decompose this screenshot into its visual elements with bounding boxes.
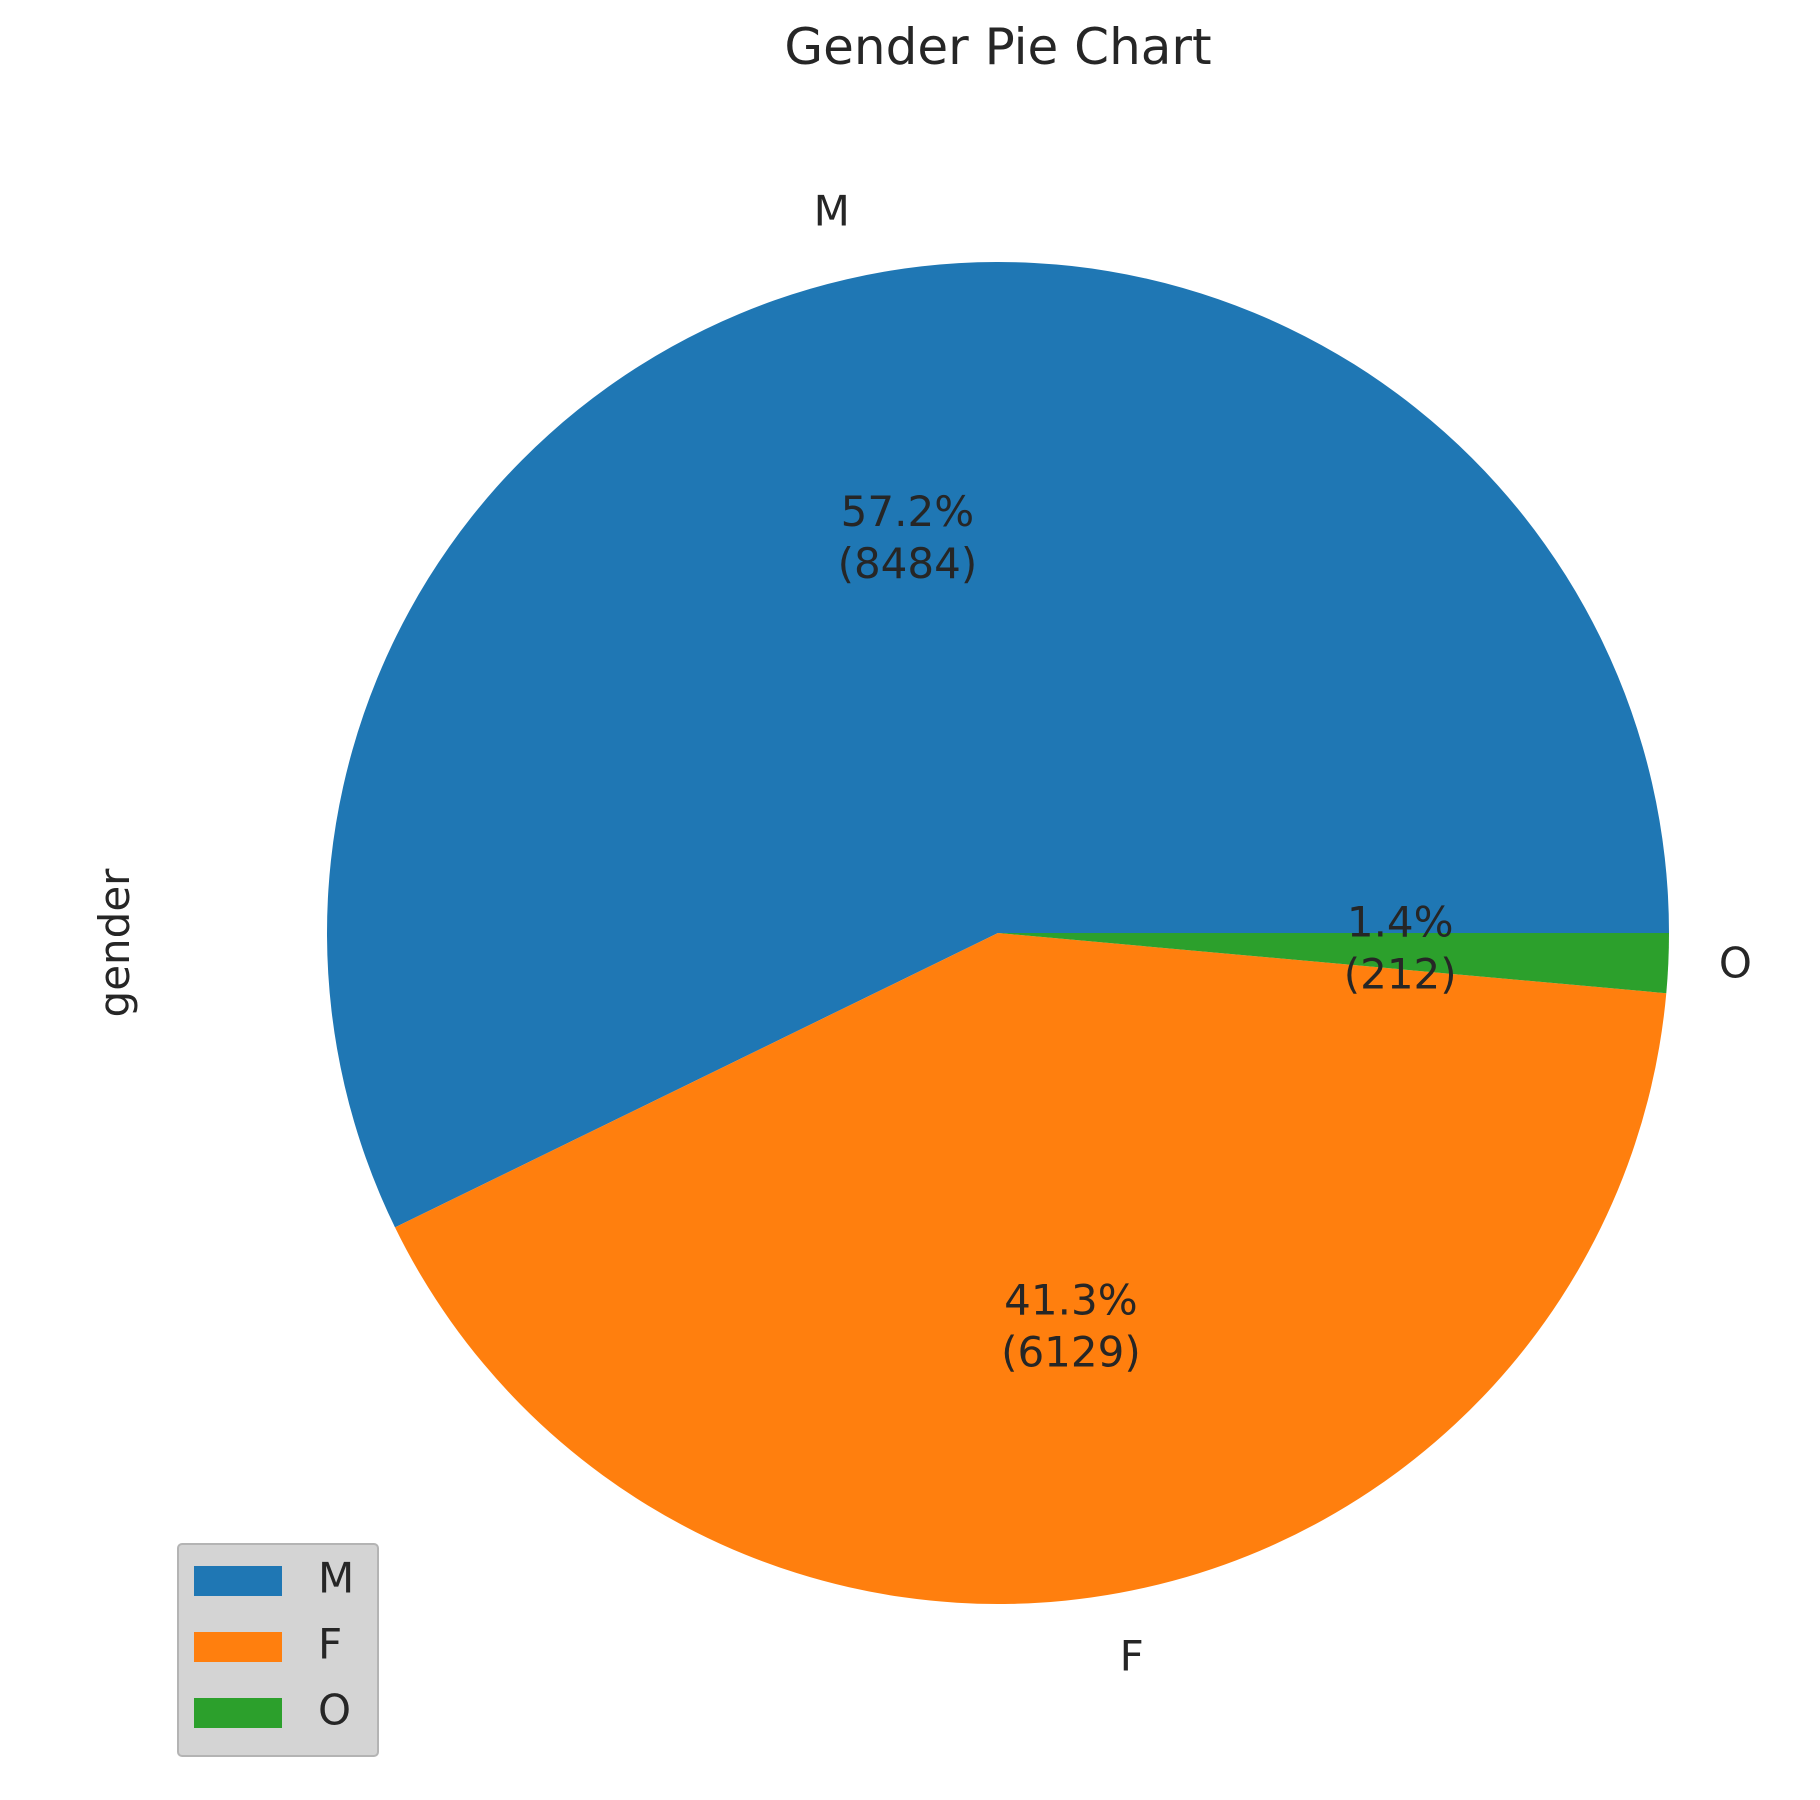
- slice-category-label-f: F: [1120, 1631, 1144, 1680]
- y-axis-label: gender: [90, 868, 139, 1018]
- slice-category-label-o: O: [1719, 939, 1752, 988]
- legend-label-m: M: [318, 1554, 354, 1603]
- legend-swatch-f: [194, 1632, 282, 1662]
- legend-label-f: F: [318, 1620, 342, 1669]
- slice-percent-label-m: 57.2%: [841, 487, 974, 536]
- pie-slices: [326, 261, 1670, 1604]
- slice-percent-label-f: 41.3%: [1004, 1275, 1137, 1324]
- slice-count-label-m: (8484): [838, 539, 978, 588]
- pie-slice-f: [395, 933, 1667, 1604]
- legend-label-o: O: [318, 1686, 351, 1735]
- chart-title: Gender Pie Chart: [784, 18, 1211, 76]
- pie-slice-m: [326, 261, 1670, 1228]
- pie-slice-o: [998, 933, 1669, 994]
- legend-items: MFO: [194, 1554, 354, 1735]
- slice-category-label-m: M: [814, 186, 850, 235]
- slice-percent-label-o: 1.4%: [1347, 898, 1454, 947]
- legend-swatch-o: [194, 1698, 282, 1728]
- slice-count-label-f: (6129): [1001, 1327, 1141, 1376]
- pie-percent-labels: 57.2%(8484) 41.3%(6129) 1.4%(212): [838, 487, 1457, 1376]
- slice-count-label-o: (212): [1344, 950, 1457, 999]
- pie-category-labels: M F O: [814, 186, 1752, 1680]
- legend: MFO: [177, 1543, 379, 1757]
- legend-swatch-m: [194, 1566, 282, 1596]
